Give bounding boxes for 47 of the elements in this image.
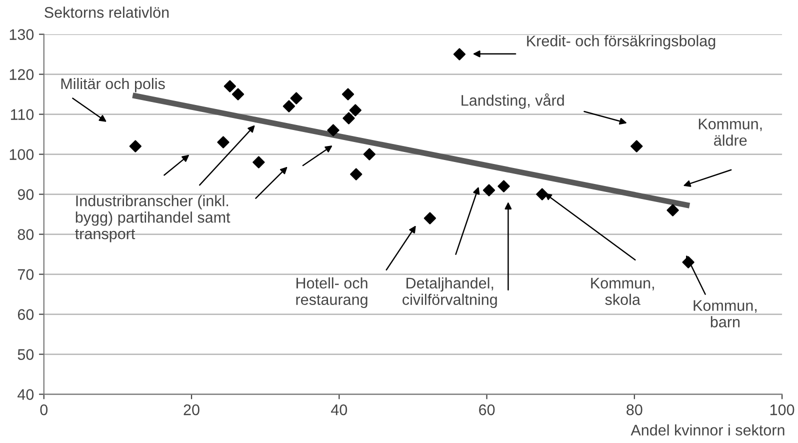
y-tick-label: 40 [18,389,34,400]
point [252,156,265,168]
point [630,140,643,152]
point [363,148,376,160]
y-tick-label: 100 [10,149,34,160]
point [217,136,230,148]
point [453,48,466,60]
point [350,168,362,180]
annotation: Hotell- och restaurang [296,277,368,308]
y-tick-label: 70 [18,269,34,280]
y-tick-label: 60 [18,309,34,320]
point [342,88,354,100]
annotation: Industribranscher (inkl. bygg) partihandel samt transport [75,195,230,242]
y-axis-title: Sektorns relativlön [44,6,169,18]
point [666,204,679,216]
annotation: Landsting, vård [462,93,564,109]
point [536,188,548,200]
annotation: Kredit- och försäkringsbolag [527,35,716,50]
annotation: Militär och polis [61,78,165,92]
y-tick-label: 80 [18,229,34,240]
annotation: Kommun, äldre [698,118,762,146]
x-tick-label: 20 [184,404,200,416]
point [342,112,355,124]
y-tick-label: 50 [18,349,34,360]
point [232,88,244,100]
y-tick-label: 90 [18,189,34,200]
point [282,100,296,112]
y-tick-label: 110 [10,109,34,120]
x-tick-label: 0 [40,404,48,416]
x-tick-label: 100 [770,404,794,416]
annotation: Kommun, skola [591,278,654,306]
annotation: Detaljhandel, civilförvaltning [402,277,497,308]
x-axis-title: Andel kvinnor i sektorn [630,424,784,436]
y-tick-label: 120 [10,69,34,80]
point [424,212,436,224]
x-tick-label: 60 [479,404,495,416]
point [129,140,142,152]
annotation: Kommun, barn [694,300,757,328]
x-tick-label: 80 [626,404,642,416]
y-tick-label: 130 [10,29,34,40]
x-tick-label: 40 [331,404,348,416]
point [290,92,302,104]
point [224,80,236,92]
point [498,180,510,192]
point [349,104,362,116]
point [482,184,496,196]
point [327,124,340,136]
